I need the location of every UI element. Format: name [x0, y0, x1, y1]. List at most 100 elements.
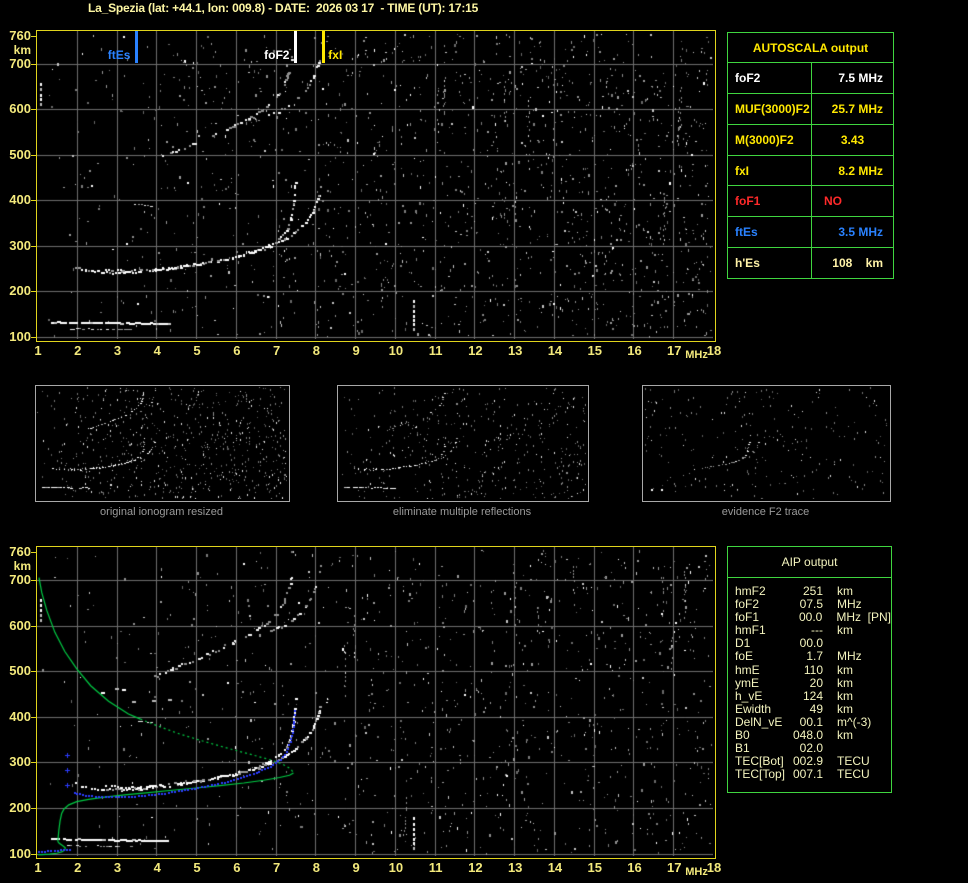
aip-row-unit: m^(-3): [837, 714, 872, 729]
x-axis-tick-label: 4: [153, 860, 161, 875]
x-axis-tick-label: 7: [272, 860, 281, 875]
y-axis-tick-mark: [31, 109, 36, 111]
bottom-profile-plot: 760 700 600 500 400 300 200 100 km 1 2 3 4 5 6 7 8 9 10 11 1…: [9, 545, 721, 878]
panel-caption-evidence: evidence F2 trace: [721, 506, 810, 518]
aip-row-label: B1: [735, 741, 750, 756]
x-axis-tick-label: 5: [193, 860, 201, 875]
y-axis-tick-mark: [31, 336, 36, 338]
aip-row-label: TEC[Top]: [735, 767, 786, 782]
y-axis-tick-label: 200: [9, 283, 31, 299]
aip-table-body: hmF2 251 km foF2 07.5 MHz foF1 00.0 MHz [PN] hmF1…: [728, 578, 891, 781]
autoscala-row: foF2 7.5 MHz: [728, 63, 893, 94]
y-axis-tick-label: 760: [9, 544, 31, 560]
y-axis-tick-mark: [31, 716, 36, 718]
aip-row-unit: MHz: [837, 649, 862, 664]
autoscala-row-value: 25.7 MHz: [831, 101, 883, 116]
aip-row-value: 002.9: [792, 754, 823, 769]
aip-row-unit: km: [837, 662, 853, 677]
y-axis-tick-mark: [31, 63, 36, 65]
autoscala-row-label: MUF(3000)F2: [728, 93, 812, 124]
y-axis-tick-mark: [31, 762, 36, 764]
aip-row-unit: km: [837, 584, 853, 598]
aip-row-label: foE: [735, 649, 754, 664]
aip-row-unit: TECU: [837, 767, 870, 782]
foF2-marker-line: [293, 31, 297, 63]
fxI-marker-line: [321, 31, 325, 63]
y-axis-tick-label: 400: [9, 708, 31, 724]
y-axis-tick-label: 500: [9, 146, 31, 162]
y-axis-tick-mark: [31, 552, 36, 554]
aip-row: hmE 110 km: [735, 662, 891, 677]
aip-row-label: hmF2: [735, 584, 766, 598]
aip-row-label: hmE: [735, 662, 760, 677]
panel-caption-original: original ionogram resized: [100, 506, 223, 518]
y-axis-tick-mark: [31, 853, 36, 855]
y-axis-tick-mark: [31, 808, 36, 810]
y-axis-tick-label: 600: [9, 617, 31, 633]
y-axis-tick-label: 400: [9, 192, 31, 208]
aip-row-label: D1: [735, 636, 751, 651]
y-axis-tick-mark: [31, 579, 36, 581]
x-axis-tick-label: 17: [667, 860, 682, 875]
autoscala-row-value: 3.5 MHz: [838, 225, 883, 240]
x-axis-tick-label: 2: [74, 343, 82, 358]
x-axis-tick-label: 10: [388, 860, 404, 875]
y-axis-tick-label: 100: [9, 328, 31, 344]
aip-row-value: 07.5: [799, 597, 823, 612]
autoscala-output-table: AUTOSCALA output foF2 7.5 MHz MUF(3000)F2 2…: [727, 32, 894, 279]
y-axis-tick-label: 600: [9, 101, 31, 117]
aip-row-value: 1.7: [806, 649, 823, 664]
aip-row-label: h_vE: [735, 688, 763, 703]
aip-row-value: 49: [809, 701, 823, 716]
ftEs-marker-line: [134, 31, 138, 63]
bottom-profile-canvas: [37, 547, 713, 856]
autoscala-table-title: AUTOSCALA output: [728, 33, 893, 63]
aip-row-unit: km: [837, 675, 853, 690]
autoscala-row-value: 108 km: [832, 256, 883, 271]
y-axis-tick-label: 300: [9, 237, 31, 253]
aip-row-value: 007.1: [792, 767, 823, 782]
aip-row-unit: km: [837, 623, 853, 638]
x-axis-tick-label: 14: [547, 860, 563, 875]
y-axis-tick-label: 200: [9, 800, 31, 816]
x-axis-tick-label: 5: [193, 343, 201, 358]
autoscala-row-value: 3.43: [840, 132, 865, 147]
x-axis-tick-label: 14: [547, 343, 563, 358]
autoscala-row: h'Es 108 km: [728, 248, 893, 279]
autoscala-row-label: fxI: [728, 155, 812, 186]
aip-row-label: DelN_vE: [735, 714, 783, 729]
foF2-marker-label: foF2: [264, 48, 290, 62]
top-ionogram-plot: 760 700 600 500 400 300 200 100 km 1 2 3 4 5 6 7 8 9 10 11 1…: [9, 29, 721, 361]
aip-row-value: 00.0: [799, 636, 823, 651]
aip-row-unit: MHz: [837, 597, 862, 612]
aip-output-table: AIP output hmF2 251 km foF2 07.5 MHz foF1 00.0 M…: [727, 546, 892, 793]
aip-row-unit: TECU: [837, 754, 870, 769]
x-axis-tick-label: 3: [113, 343, 122, 358]
x-axis-tick-label: 9: [352, 860, 360, 875]
panel-original-ionogram: [35, 385, 290, 502]
y-axis-tick-label: 100: [9, 845, 31, 861]
y-axis-tick-label: 300: [9, 754, 31, 770]
aip-row: B0 048.0 km: [735, 728, 891, 742]
y-axis-tick-mark: [31, 36, 36, 38]
x-axis-tick-label: 6: [233, 343, 241, 358]
x-axis-tick-label: 8: [312, 343, 320, 358]
autoscala-row-label: h'Es: [728, 248, 812, 279]
autoscala-row-label: foF1: [728, 186, 812, 217]
x-axis-tick-label: 3: [113, 860, 122, 875]
x-axis-unit-label: MHz: [685, 349, 708, 361]
aip-row-value: 00.0: [798, 610, 823, 625]
aip-row-value: ---: [811, 623, 823, 638]
y-axis-tick-mark: [31, 245, 36, 247]
aip-row-label: hmF1: [735, 623, 766, 638]
top-ionogram-canvas: [37, 31, 713, 339]
ftEs-marker-label: ftEs: [107, 48, 131, 62]
y-axis-tick-label: 500: [9, 663, 31, 679]
autoscala-row-value: 8.2 MHz: [838, 163, 883, 178]
aip-row: ymE 20 km: [735, 675, 891, 690]
autoscala-row-label: ftEs: [728, 217, 812, 248]
x-axis-tick-label: 16: [627, 860, 642, 875]
x-axis-tick-label: 16: [627, 343, 642, 358]
aip-row-label: ymE: [735, 675, 759, 690]
